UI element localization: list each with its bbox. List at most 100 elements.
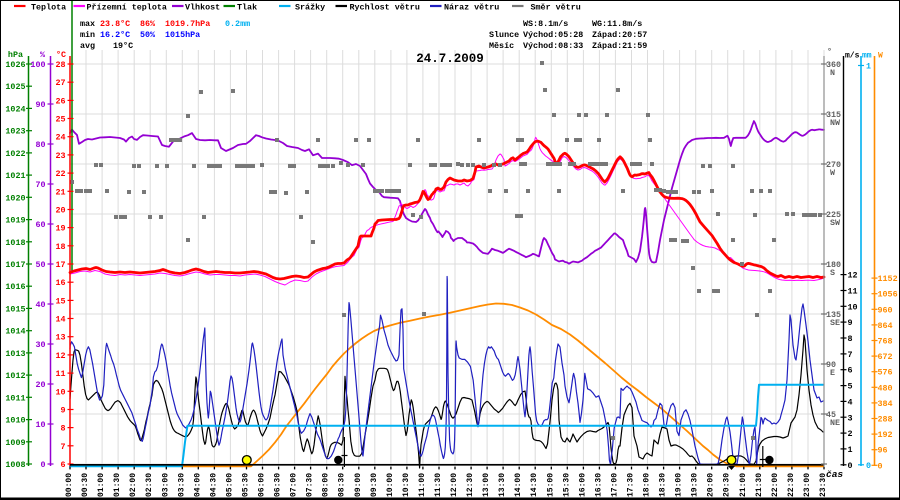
svg-text:04:30: 04:30 bbox=[209, 473, 218, 497]
svg-text:70: 70 bbox=[35, 180, 45, 190]
svg-text:19:30: 19:30 bbox=[691, 473, 700, 497]
svg-text:1026: 1026 bbox=[5, 60, 25, 70]
svg-text:06:00: 06:00 bbox=[258, 473, 267, 497]
svg-text:12: 12 bbox=[55, 351, 65, 361]
svg-text:Srážky: Srážky bbox=[295, 3, 325, 13]
svg-text:288: 288 bbox=[878, 415, 893, 425]
svg-text:10:30: 10:30 bbox=[402, 473, 411, 497]
svg-text:N: N bbox=[830, 68, 835, 78]
svg-text:86%: 86% bbox=[140, 19, 156, 29]
svg-text:1019: 1019 bbox=[5, 216, 25, 226]
svg-text:135: 135 bbox=[826, 310, 841, 320]
svg-text:m/s: m/s bbox=[845, 52, 860, 61]
svg-text:E: E bbox=[830, 368, 835, 378]
svg-text:13:00: 13:00 bbox=[482, 473, 491, 497]
svg-text:60: 60 bbox=[35, 220, 45, 230]
svg-text:5: 5 bbox=[848, 382, 853, 392]
svg-text:13: 13 bbox=[55, 333, 65, 343]
svg-text:100: 100 bbox=[30, 60, 45, 70]
svg-text:10: 10 bbox=[55, 387, 65, 397]
svg-text:1025: 1025 bbox=[5, 82, 25, 92]
svg-text:avg: avg bbox=[80, 41, 95, 51]
svg-text:1018: 1018 bbox=[5, 238, 25, 248]
svg-text:20:30: 20:30 bbox=[723, 473, 732, 497]
svg-text:1008: 1008 bbox=[5, 460, 25, 470]
svg-text:768: 768 bbox=[878, 337, 893, 347]
svg-text:23:00: 23:00 bbox=[803, 473, 812, 497]
svg-text:06:30: 06:30 bbox=[274, 473, 283, 497]
svg-text:17:00: 17:00 bbox=[610, 473, 619, 497]
svg-text:NW: NW bbox=[830, 118, 841, 128]
svg-text:1013: 1013 bbox=[5, 349, 25, 359]
svg-text:1009: 1009 bbox=[5, 438, 25, 448]
svg-text:Východ:05:28: Východ:05:28 bbox=[523, 30, 583, 40]
svg-text:19:00: 19:00 bbox=[675, 473, 684, 497]
svg-text:24: 24 bbox=[55, 133, 65, 143]
svg-text:1020: 1020 bbox=[5, 193, 25, 203]
svg-text:21:00: 21:00 bbox=[739, 473, 748, 497]
svg-text:Východ:08:33: Východ:08:33 bbox=[523, 41, 583, 51]
svg-text:NE: NE bbox=[830, 418, 840, 428]
svg-text:6: 6 bbox=[60, 460, 65, 470]
svg-text:270: 270 bbox=[826, 160, 841, 170]
svg-text:1022: 1022 bbox=[5, 149, 25, 159]
svg-text:1021: 1021 bbox=[5, 171, 25, 181]
svg-text:315: 315 bbox=[826, 110, 841, 120]
svg-text:0: 0 bbox=[866, 461, 871, 471]
svg-text:22: 22 bbox=[55, 169, 65, 179]
svg-text:11: 11 bbox=[55, 369, 65, 379]
svg-text:1012: 1012 bbox=[5, 371, 25, 381]
svg-text:1: 1 bbox=[848, 445, 853, 455]
svg-text:03:00: 03:00 bbox=[161, 473, 170, 497]
svg-text:čas: čas bbox=[826, 469, 843, 480]
svg-text:960: 960 bbox=[878, 305, 893, 315]
svg-text:02:30: 02:30 bbox=[145, 473, 154, 497]
svg-text:09:30: 09:30 bbox=[370, 473, 379, 497]
svg-text:08:00: 08:00 bbox=[322, 473, 331, 497]
svg-text:07:30: 07:30 bbox=[306, 473, 315, 497]
svg-text:1: 1 bbox=[866, 62, 871, 72]
svg-text:7: 7 bbox=[60, 442, 65, 452]
svg-text:6: 6 bbox=[848, 366, 853, 376]
svg-text:min: min bbox=[80, 30, 95, 40]
svg-text:21: 21 bbox=[55, 187, 65, 197]
svg-text:16: 16 bbox=[55, 278, 65, 288]
svg-text:W: W bbox=[878, 52, 883, 61]
svg-text:50%: 50% bbox=[140, 30, 156, 40]
svg-text:9: 9 bbox=[848, 318, 853, 328]
svg-text:8: 8 bbox=[60, 424, 65, 434]
svg-text:225: 225 bbox=[826, 210, 841, 220]
svg-text:7: 7 bbox=[848, 350, 853, 360]
svg-text:13:30: 13:30 bbox=[498, 473, 507, 497]
svg-text:25: 25 bbox=[55, 115, 65, 125]
svg-text:%: % bbox=[40, 50, 46, 60]
svg-text:W: W bbox=[830, 168, 836, 178]
svg-text:1019.7hPa: 1019.7hPa bbox=[165, 19, 210, 29]
svg-text:1015: 1015 bbox=[5, 304, 25, 314]
svg-text:12: 12 bbox=[848, 271, 858, 281]
svg-text:23: 23 bbox=[55, 151, 65, 161]
svg-text:Měsíc: Měsíc bbox=[489, 41, 514, 51]
svg-text:9: 9 bbox=[60, 405, 65, 415]
svg-text:00:30: 00:30 bbox=[81, 473, 90, 497]
svg-text:Teplota: Teplota bbox=[31, 3, 66, 13]
svg-text:8: 8 bbox=[848, 334, 853, 344]
svg-text:°C: °C bbox=[56, 50, 66, 60]
svg-text:Vlhkost: Vlhkost bbox=[185, 3, 220, 13]
svg-text:0: 0 bbox=[848, 461, 853, 471]
svg-text:19: 19 bbox=[55, 224, 65, 234]
svg-text:Tlak: Tlak bbox=[237, 3, 257, 13]
svg-text:15:30: 15:30 bbox=[562, 473, 571, 497]
svg-text:0.2mm: 0.2mm bbox=[225, 19, 250, 29]
svg-text:11:30: 11:30 bbox=[434, 473, 443, 497]
svg-text:Rychlost větru: Rychlost větru bbox=[350, 3, 420, 13]
svg-text:10: 10 bbox=[848, 302, 858, 312]
svg-text:180: 180 bbox=[826, 260, 841, 270]
svg-text:max: max bbox=[80, 19, 95, 29]
svg-text:19°C: 19°C bbox=[113, 41, 133, 51]
svg-text:17: 17 bbox=[55, 260, 65, 270]
svg-text:672: 672 bbox=[878, 352, 893, 362]
svg-text:15:00: 15:00 bbox=[546, 473, 555, 497]
svg-text:WG:11.8m/s: WG:11.8m/s bbox=[592, 19, 642, 29]
svg-text:1023: 1023 bbox=[5, 127, 25, 137]
